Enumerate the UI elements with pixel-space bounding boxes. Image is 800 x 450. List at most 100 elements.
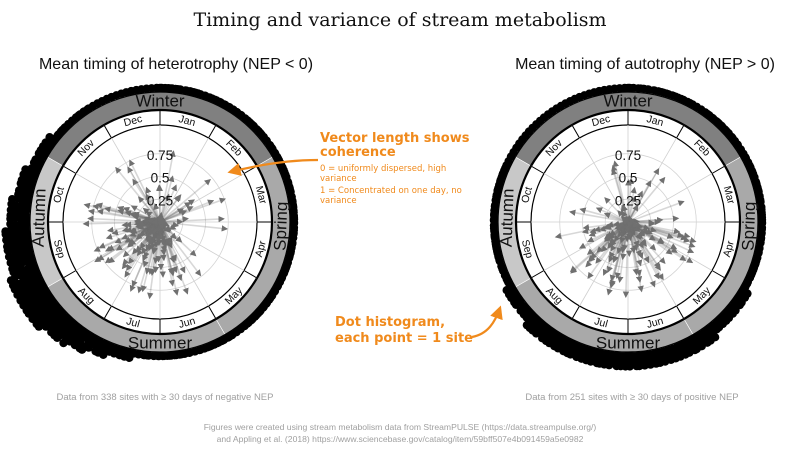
month-label: Oct	[519, 185, 535, 204]
site-vector	[627, 177, 635, 223]
month-label: Jun	[177, 315, 197, 331]
month-gridline	[571, 124, 629, 223]
site-vector	[107, 221, 161, 251]
figure-title: Timing and variance of stream metabolism	[193, 9, 606, 31]
vector-annotation: Vector length shows coherence 0 = unifor…	[227, 131, 470, 206]
site-vector	[570, 221, 629, 274]
site-vector	[122, 221, 161, 266]
site-vector	[569, 221, 629, 273]
vector-annotation-zero-1: 0 = uniformly dispersed, high	[320, 164, 446, 174]
site-dot	[1, 227, 10, 236]
site-vector	[127, 166, 161, 223]
radial-gridline	[91, 153, 229, 291]
month-divider	[62, 165, 77, 174]
site-vector	[137, 221, 161, 294]
season-label: Summer	[596, 334, 661, 353]
site-dot	[4, 252, 14, 261]
site-vector	[159, 184, 177, 223]
month-divider	[530, 165, 545, 174]
month-label: Jan	[177, 113, 197, 129]
season-ring-outline	[29, 91, 291, 353]
site-vector	[627, 221, 643, 267]
month-label: Oct	[51, 185, 67, 204]
month-divider	[571, 124, 580, 139]
season-label: Winter	[603, 92, 652, 111]
radial-tick-label: 0.75	[147, 148, 173, 163]
vector-arrows	[82, 150, 229, 300]
radial-tick-label: 0.5	[151, 171, 170, 186]
credit-line-1: Figures were created using stream metabo…	[204, 422, 597, 432]
dot-annotation-title-1: Dot histogram,	[335, 315, 445, 330]
site-vector	[627, 186, 637, 223]
radial-tick-label: 0.5	[619, 171, 638, 186]
site-vector	[588, 221, 629, 262]
site-vector	[627, 176, 666, 223]
season-ring-outline	[497, 91, 759, 353]
radial-gridline	[559, 153, 697, 291]
month-divider	[571, 305, 580, 320]
radial-tick-label: 0.75	[615, 148, 641, 163]
site-vector	[554, 221, 629, 240]
vector-arrows	[554, 160, 697, 298]
month-divider	[208, 305, 217, 320]
season-label: Winter	[135, 92, 184, 111]
season-label: Autumn	[29, 188, 50, 247]
vector-annotation-arrow	[227, 158, 319, 176]
season-label: Spring	[739, 201, 760, 251]
vector-annotation-title-1: Vector length shows	[320, 131, 470, 146]
month-gridline	[530, 165, 629, 223]
radial-gridline	[582, 176, 674, 268]
month-label: Sep	[51, 238, 67, 259]
month-gridline	[159, 124, 217, 223]
site-vector	[569, 209, 629, 223]
site-vector	[627, 221, 656, 288]
site-vector	[129, 159, 161, 223]
site-vector	[612, 160, 629, 223]
site-vector	[159, 221, 229, 232]
site-dot	[47, 328, 56, 337]
dot-annotation-title-2: each point = 1 site	[335, 331, 473, 346]
month-gridline	[627, 165, 726, 223]
site-vector	[145, 186, 161, 223]
site-dot	[8, 195, 17, 204]
month-divider	[676, 124, 685, 139]
right-chart-title: Mean timing of autotrophy (NEP > 0)	[515, 56, 775, 73]
site-vector	[159, 150, 176, 223]
dot-histogram	[1, 83, 299, 362]
month-divider	[530, 270, 545, 279]
month-divider	[103, 305, 112, 320]
season-label: Autumn	[497, 188, 518, 247]
month-label: Jun	[645, 315, 665, 331]
month-divider	[676, 305, 685, 320]
radial-tick-label: 0.25	[147, 193, 173, 208]
month-divider	[62, 270, 77, 279]
site-dot	[14, 186, 24, 195]
month-label: Jul	[593, 315, 609, 330]
month-label: Mar	[253, 185, 269, 206]
left-chart-caption: Data from 338 sites with ≥ 30 days of ne…	[57, 392, 274, 403]
month-label: Mar	[721, 185, 737, 206]
site-dot	[6, 276, 16, 285]
month-label: Jan	[645, 113, 665, 129]
site-vector	[611, 168, 629, 223]
month-divider	[243, 270, 258, 279]
site-vector	[606, 221, 629, 296]
dot-histogram	[489, 83, 767, 371]
right-chart-caption: Data from 251 sites with ≥ 30 days of po…	[525, 392, 738, 403]
left-polar-chart: WinterSpringSummerAutumnJanFebMarAprMayJ…	[1, 83, 299, 362]
site-vector	[159, 197, 227, 223]
right-polar-chart: WinterSpringSummerAutumnJanFebMarAprMayJ…	[489, 83, 767, 371]
dot-annotation: Dot histogram, each point = 1 site	[335, 305, 503, 346]
credit-line-2: and Appling et al. (2018) https://www.sc…	[217, 434, 584, 444]
month-label: Jul	[125, 315, 141, 330]
site-vector	[627, 180, 652, 223]
site-dot	[538, 334, 547, 343]
vector-annotation-one-1: 1 = Concentrated on one day, no	[320, 186, 462, 196]
month-label: Dec	[122, 113, 143, 129]
month-gridline	[159, 221, 258, 279]
site-dot	[59, 338, 68, 348]
vector-annotation-zero-2: variance	[320, 174, 357, 184]
site-vector	[627, 167, 660, 223]
site-vector	[627, 221, 687, 262]
